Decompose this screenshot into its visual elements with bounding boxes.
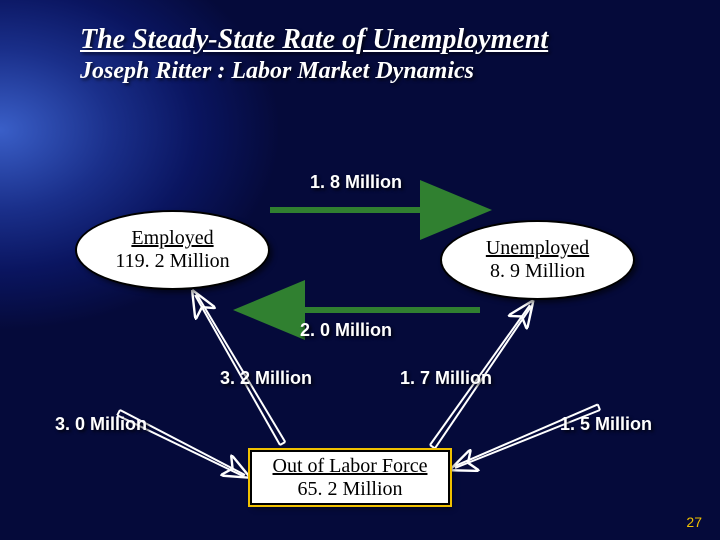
slide-subtitle: Joseph Ritter : Labor Market Dynamics bbox=[80, 58, 670, 85]
slide-title: The Steady-State Rate of Unemployment bbox=[80, 24, 670, 56]
page-number: 27 bbox=[686, 514, 702, 530]
title-block: The Steady-State Rate of Unemployment Jo… bbox=[80, 24, 670, 85]
node-label: Employed bbox=[131, 227, 213, 250]
node-employed: Employed119. 2 Million bbox=[75, 210, 270, 290]
flow-label-emp_to_olf: 3. 0 Million bbox=[55, 414, 147, 435]
node-value: 119. 2 Million bbox=[115, 250, 229, 273]
flow-label-olf_to_emp: 3. 2 Million bbox=[220, 368, 312, 389]
node-label: Out of Labor Force bbox=[273, 455, 428, 478]
flow-label-unemp_to_emp: 2. 0 Million bbox=[300, 320, 392, 341]
node-label: Unemployed bbox=[486, 237, 589, 260]
flow-label-emp_to_unemp: 1. 8 Million bbox=[310, 172, 402, 193]
node-value: 65. 2 Million bbox=[297, 478, 402, 501]
flow-label-olf_to_unemp: 1. 7 Million bbox=[400, 368, 492, 389]
flow-label-unemp_to_olf: 1. 5 Million bbox=[560, 414, 652, 435]
node-unemployed: Unemployed8. 9 Million bbox=[440, 220, 635, 300]
node-value: 8. 9 Million bbox=[490, 260, 585, 283]
node-out_of_lf: Out of Labor Force65. 2 Million bbox=[250, 450, 450, 505]
